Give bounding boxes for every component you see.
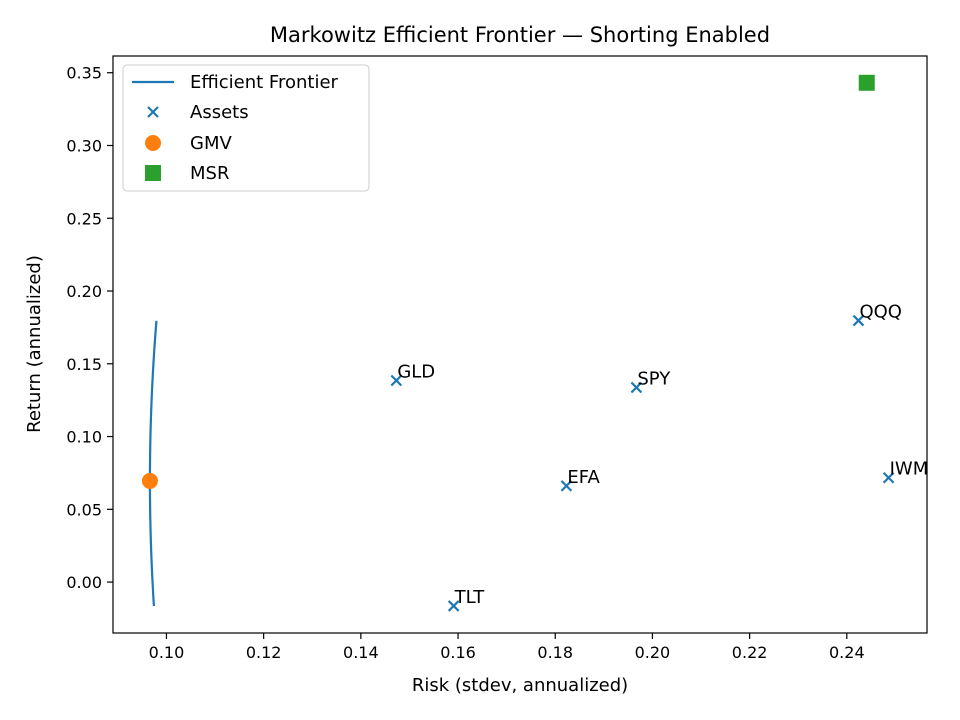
asset-marker-stroke [390, 374, 403, 387]
y-tick-label: 0.10 [66, 428, 102, 447]
asset-marker [882, 471, 895, 484]
asset-marker-stroke [560, 480, 573, 492]
x-axis-title: Risk (stdev, annualized) [412, 675, 628, 696]
legend-gmv-swatch [145, 135, 161, 151]
asset-label: EFA [567, 467, 600, 488]
y-axis-title: Return (annualized) [24, 255, 45, 433]
legend-label: GMV [190, 133, 232, 154]
y-tick-label: 0.00 [66, 573, 102, 592]
legend-msr-swatch [145, 165, 161, 181]
legend-label: Assets [190, 102, 249, 123]
y-tick-label: 0.25 [66, 209, 102, 228]
asset-marker [630, 381, 643, 394]
efficient-frontier-line [148, 320, 158, 607]
asset-label: GLD [397, 362, 435, 383]
y-tick-label: 0.35 [66, 64, 102, 83]
plot-area: 0.10 0.12 0.14 0.16 0.18 0.20 0.22 0.24 0.00 0.05… [66, 55, 929, 662]
legend: Efficient Frontier Assets GMV MSR [122, 64, 370, 192]
x-tick-label: 0.24 [829, 643, 865, 662]
y-tick-label: 0.05 [66, 500, 102, 519]
gmv-point [141, 472, 158, 489]
asset-label: TLT [454, 587, 486, 608]
asset-label: QQQ [859, 302, 902, 323]
asset-marker-stroke [882, 471, 895, 484]
asset-label: IWM [890, 459, 929, 480]
y-tick-label: 0.20 [66, 282, 102, 301]
asset-marker-stroke [447, 600, 460, 612]
y-tick-label: 0.15 [66, 355, 102, 374]
msr-point [858, 74, 875, 91]
asset-marker [560, 480, 573, 492]
x-tick-label: 0.18 [537, 643, 573, 662]
legend-label: Efficient Frontier [190, 72, 339, 93]
asset-marker-stroke [852, 314, 865, 327]
x-tick-label: 0.14 [343, 643, 379, 662]
legend-asset-stroke [147, 106, 159, 118]
asset-marker [852, 314, 865, 327]
y-tick-label: 0.30 [66, 136, 102, 155]
asset-marker-stroke [630, 381, 643, 394]
chart-title: Markowitz Efficient Frontier — Shorting … [270, 23, 770, 47]
x-tick-label: 0.12 [246, 643, 282, 662]
asset-marker [447, 600, 460, 612]
x-tick-label: 0.20 [635, 643, 671, 662]
legend-label: MSR [190, 163, 229, 184]
asset-label: SPY [637, 369, 671, 390]
axes-frame [112, 55, 928, 634]
legend-box [122, 64, 370, 192]
x-tick-label: 0.16 [440, 643, 476, 662]
asset-marker [390, 374, 403, 387]
x-tick-label: 0.22 [732, 643, 768, 662]
x-tick-label: 0.10 [149, 643, 185, 662]
legend-asset-swatch [147, 106, 159, 118]
